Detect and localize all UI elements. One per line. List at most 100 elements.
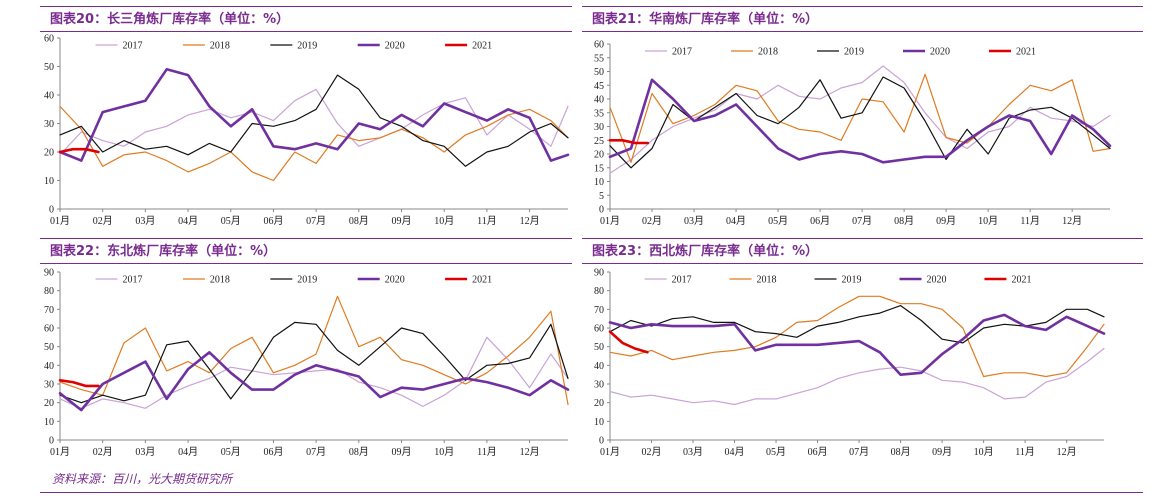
x-tick-label: 09月 [392,215,412,227]
y-tick-label: 0 [599,205,604,216]
x-tick-label: 11月 [477,215,497,227]
chart-title: 图表23：西北炼厂库存率（单位：%） [582,238,1143,264]
x-tick-label: 06月 [810,215,830,227]
series-line [608,139,650,145]
y-tick-label: 10 [594,417,604,428]
x-tick-label: 04月 [725,446,745,458]
legend-label: 2019 [844,47,864,58]
x-tick-label: 10月 [974,446,994,458]
series-line [609,65,1111,174]
x-tick-label: 08月 [891,446,911,458]
y-tick-label: 20 [594,398,604,409]
y-tick-label: 30 [44,380,54,391]
y-tick-label: 60 [44,324,54,335]
x-tick-label: 02月 [93,446,113,458]
x-tick-label: 03月 [135,446,155,458]
x-tick-label: 12月 [1062,215,1082,227]
chart-title: 图表20：长三角炼厂库存率（单位：%） [40,6,572,32]
y-tick-label: 30 [594,380,604,391]
x-tick-label: 01月 [50,446,70,458]
legend-label: 2021 [1011,275,1031,286]
y-tick-label: 20 [594,150,604,161]
series-line [58,379,100,388]
x-tick-label: 05月 [766,446,786,458]
chart-title: 图表21：华南炼厂库存率（单位：%） [582,6,1143,32]
line-chart-yangtze-delta: 0 10 20 30 40 50 60 01月 02月 03月 04月 05月 06月 07月 08月 09月… [44,34,570,227]
y-tick-label: 0 [49,205,54,216]
y-tick-label: 70 [44,305,54,316]
series-line [59,105,569,182]
x-tick-label: 01月 [600,446,620,458]
y-tick-label: 70 [594,305,604,316]
series-line [58,351,570,412]
series-line [608,313,1106,376]
y-tick-label: 50 [594,342,604,353]
y-tick-label: 10 [44,176,54,187]
y-tick-label: 80 [44,286,54,297]
x-tick-label: 07月 [306,215,326,227]
legend-label: 2020 [926,275,946,286]
y-tick-label: 15 [594,163,604,174]
legend-label: 2017 [123,275,143,286]
legend-label: 2021 [472,275,492,286]
series-line [609,295,1105,378]
legend-label: 2019 [297,41,317,52]
legend-label: 2018 [757,275,777,286]
x-tick-label: 03月 [684,215,704,227]
y-tick-label: 5 [599,191,604,202]
y-tick-label: 40 [594,361,604,372]
series-line [59,321,569,404]
y-tick-label: 60 [594,324,604,335]
series-line [59,74,569,167]
x-tick-label: 12月 [520,215,540,227]
legend-label: 2020 [385,41,405,52]
y-tick-label: 55 [594,53,604,64]
x-tick-label: 03月 [683,446,703,458]
x-tick-label: 04月 [726,215,746,227]
y-tick-label: 60 [44,34,54,45]
x-tick-label: 07月 [849,446,869,458]
legend-label: 2018 [758,47,778,58]
footer-divider [40,492,1143,493]
chart-title: 图表22：东北炼厂库存率（单位：%） [40,238,572,264]
legend-label: 2018 [210,275,230,286]
y-tick-label: 20 [44,398,54,409]
legend-label: 2021 [1016,47,1036,58]
y-tick-label: 25 [594,136,604,147]
legend-label: 2020 [930,47,950,58]
x-tick-label: 05月 [221,446,241,458]
y-tick-label: 10 [594,177,604,188]
y-tick-label: 35 [594,108,604,119]
x-tick-label: 01月 [600,215,620,227]
series-line [59,88,569,156]
y-tick-label: 80 [594,286,604,297]
x-tick-label: 05月 [768,215,788,227]
y-tick-label: 0 [599,436,604,447]
x-tick-label: 08月 [349,215,369,227]
x-tick-label: 01月 [50,215,70,227]
y-tick-label: 10 [44,417,54,428]
x-tick-label: 12月 [520,446,540,458]
x-tick-label: 03月 [135,215,155,227]
y-tick-label: 40 [44,91,54,102]
legend-label: 2017 [672,47,692,58]
x-tick-label: 12月 [1057,446,1077,458]
series-line [58,147,100,154]
y-tick-label: 45 [594,81,604,92]
line-chart-south-china: 0 5 10 15 20 25 30 35 40 45 50 55 60 01月 02月 03月 04月 05月 0… [594,40,1112,227]
x-tick-label: 04月 [178,215,198,227]
x-tick-label: 09月 [392,446,412,458]
y-tick-label: 30 [594,122,604,133]
x-tick-label: 10月 [978,215,998,227]
x-tick-label: 08月 [894,215,914,227]
series-line [609,73,1111,163]
y-tick-label: 40 [44,361,54,372]
x-tick-label: 11月 [1015,446,1035,458]
y-tick-label: 90 [594,268,604,279]
legend-label: 2019 [297,275,317,286]
x-tick-label: 02月 [93,215,113,227]
y-tick-label: 30 [44,119,54,130]
legend-label: 2020 [385,275,405,286]
series-line [608,330,649,354]
x-tick-label: 07月 [852,215,872,227]
